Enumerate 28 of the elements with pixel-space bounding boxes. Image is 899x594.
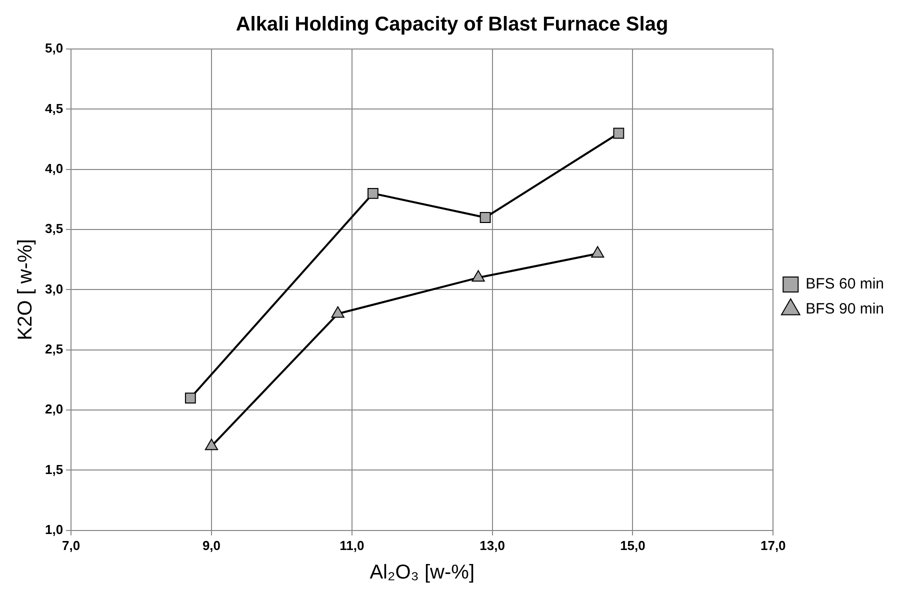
y-axis-title: K2O [ w-%] bbox=[14, 239, 37, 340]
x-tick-label: 11,0 bbox=[340, 538, 364, 553]
x-tick-label: 7,0 bbox=[62, 538, 80, 553]
y-tick-label: 3,5 bbox=[44, 221, 64, 236]
x-axis-title: Al₂O₃ [w-%] bbox=[370, 562, 475, 584]
point bbox=[331, 306, 344, 318]
point bbox=[472, 270, 485, 282]
y-tick-label: 5,0 bbox=[44, 40, 64, 56]
x-tick-label: 15,0 bbox=[620, 538, 646, 553]
x-tick-label: 9,0 bbox=[202, 538, 221, 553]
x-tick-label: 17,0 bbox=[760, 538, 786, 553]
point bbox=[480, 212, 491, 223]
point bbox=[184, 392, 196, 404]
y-tick-label: 4,5 bbox=[44, 100, 64, 116]
point bbox=[591, 246, 604, 258]
y-tick-label: 1,5 bbox=[44, 462, 64, 477]
y-tick-label: 4,0 bbox=[44, 160, 64, 176]
point bbox=[204, 438, 218, 450]
y-tick-label: 1,0 bbox=[44, 522, 64, 537]
point bbox=[368, 188, 378, 199]
x-tick-label: 13,0 bbox=[480, 538, 505, 553]
point bbox=[613, 128, 624, 139]
chart-title: Alkali Holding Capacity of Blast Furnace Slag bbox=[236, 14, 668, 36]
y-tick-label: 3,0 bbox=[44, 281, 64, 296]
legend-label: BFS 90 min bbox=[806, 300, 884, 318]
y-tick-label: 2,5 bbox=[44, 341, 64, 356]
legend-label: BFS 60 min bbox=[806, 276, 884, 293]
y-tick-label: 2,0 bbox=[44, 402, 64, 417]
